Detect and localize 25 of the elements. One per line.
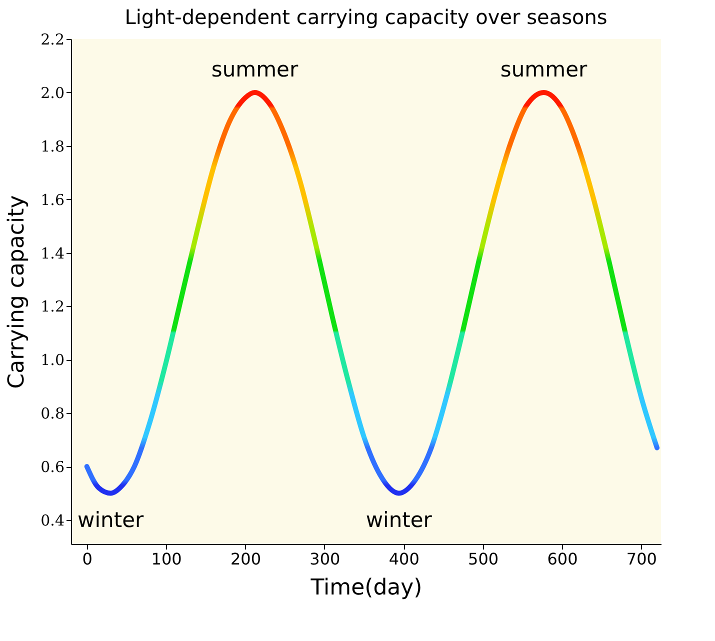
x-tick-label: 300 [310,550,340,568]
annotation: winter [78,508,144,532]
y-tick-label: 1.6 [40,190,64,209]
y-tick-label: 1.0 [40,351,64,370]
y-tick-label: 1.4 [40,244,64,262]
y-axis-title: Carrying capacity [4,195,30,389]
x-tick-label: 0 [82,550,92,568]
annotation: summer [211,57,298,82]
y-tick-label: 0.6 [40,458,64,476]
y-tick-label: 1.2 [40,298,64,316]
chart-title: Light-dependent carrying capacity over seasons [124,5,608,29]
y-tick-label: 2.0 [40,84,64,102]
x-axis-title: Time(day) [310,576,422,600]
x-tick-label: 700 [626,550,657,568]
x-tick-label: 200 [230,550,261,568]
y-tick-label: 2.2 [40,30,64,48]
y-tick-label: 0.8 [40,404,64,423]
y-tick-label: 0.4 [40,511,64,530]
annotation: summer [500,57,588,82]
y-tick-label: 1.8 [40,137,64,156]
x-tick-label: 100 [151,550,182,568]
x-tick-label: 400 [388,550,420,568]
annotation: winter [366,508,432,532]
x-tick-label: 600 [547,550,578,568]
x-tick-label: 500 [468,550,499,568]
